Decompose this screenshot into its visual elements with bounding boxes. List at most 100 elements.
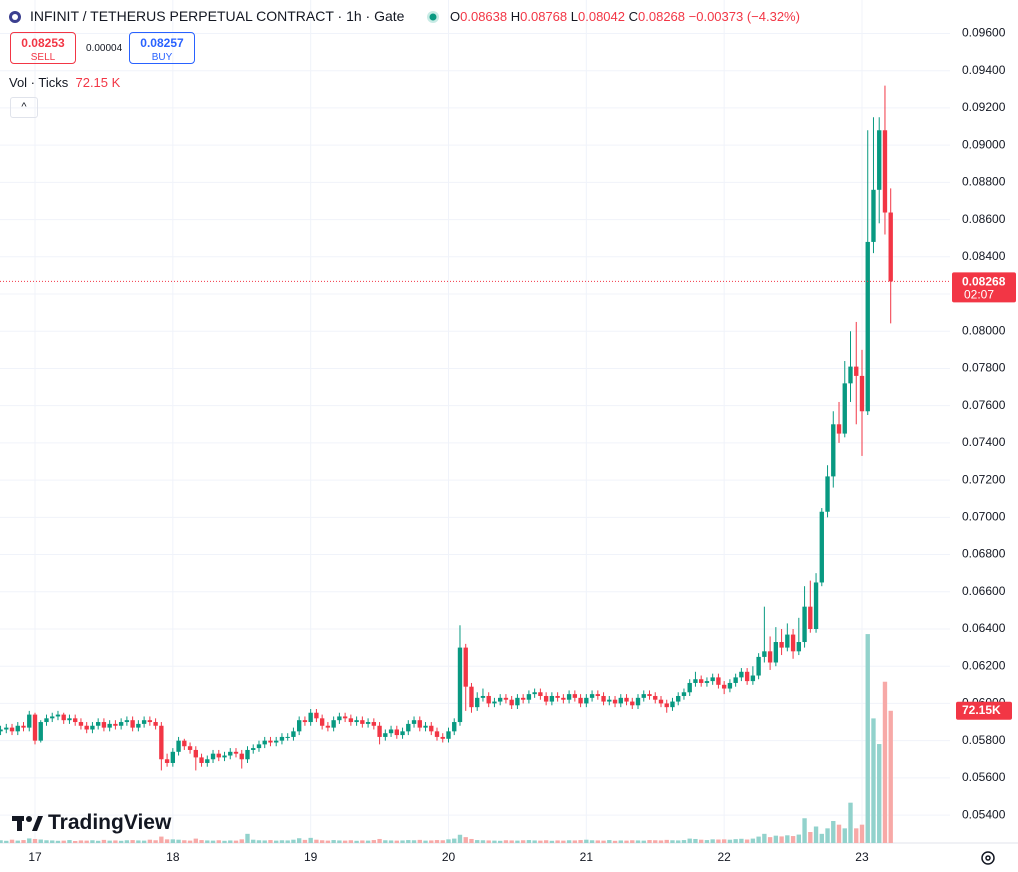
volume-bar [101,839,107,843]
volume-bar [595,840,600,843]
candle-body [55,714,61,717]
candle-body [595,694,600,696]
close-value: 0.08268 [638,9,686,24]
candle-body [831,424,836,477]
volume-bar [446,839,451,843]
volume-bar [727,839,733,843]
volume-bar [141,840,147,843]
volume-bar [268,840,273,843]
candle-body [543,695,549,702]
volume-bar [469,838,474,843]
candle-body [164,759,170,763]
candle-body [388,729,394,734]
volume-bar [406,840,411,843]
volume-bar [331,840,336,843]
candle-body [113,723,118,726]
logo-mark [12,816,43,831]
volume-bar [721,839,727,843]
candle-body [193,749,198,758]
candle-body [141,720,147,724]
candle-body [664,703,669,708]
candle-body [440,736,445,739]
candle-body [446,731,451,739]
volume-bar [670,840,675,843]
volume-bar [38,839,43,843]
candle-body [296,720,302,732]
volume-bar [193,838,198,843]
candle-body [285,736,290,738]
candle-body [480,695,486,698]
volume-bar [0,840,3,843]
y-tick-label: 0.06200 [962,658,1006,672]
volume-bar [584,839,589,843]
volume-bar [222,840,227,843]
volume-bar [744,839,750,843]
volume-bar [319,840,325,843]
candle-body [50,716,55,719]
candle-body [411,720,417,724]
candle-body [687,682,692,693]
candle-body [314,712,319,719]
open-label: O [450,9,461,24]
symbol-title[interactable]: INFINIT / TETHERUS PERPETUAL CONTRACT · … [30,8,405,24]
candle-body [210,753,216,760]
volume-bar [124,840,130,843]
candle-body [308,712,313,723]
y-tick-label: 0.07600 [962,398,1006,412]
candle-body [681,692,687,696]
candle-body [549,695,555,702]
candle-body [555,695,560,698]
candle-body [469,686,474,708]
candle-body [532,692,537,695]
volume-bar [785,835,790,843]
y-tick-label: 0.08800 [962,175,1006,189]
buy-button[interactable]: 0.08257 BUY [129,32,195,64]
candle-body [825,476,830,512]
volume-bar [819,833,824,843]
volume-bar [262,840,267,843]
volume-bar [779,836,784,843]
candle-body [331,720,336,728]
y-tick-label: 0.06400 [962,621,1006,635]
candle-body [607,699,612,702]
volume-bar [572,840,578,843]
candle-body [348,718,354,723]
volume-bar [314,839,319,843]
collapse-button[interactable]: ^ [10,97,38,118]
sell-button[interactable]: 0.08253 SELL [10,32,76,64]
volume-bar [733,839,738,843]
candle-body [515,697,520,706]
candle-body [187,746,193,750]
volume-bar [411,840,417,843]
volume-bar [578,840,583,843]
volume-bar [699,839,704,843]
candle-body [693,679,698,683]
volume-bar [360,840,365,843]
change-value: −0.00373 (−4.32%) [688,9,800,24]
candle-body [44,718,49,723]
settings-icon[interactable] [978,848,998,868]
y-tick-label: 0.06800 [962,547,1006,561]
candle-body [90,725,95,730]
volume-bar [635,840,641,843]
candle-body [601,695,606,702]
candle-body [618,697,623,704]
candle-body [78,722,84,726]
volume-bar [589,840,595,843]
volume-bar [854,828,859,843]
x-tick-label: 22 [717,850,731,864]
volume-bar [205,840,210,843]
volume-bar [21,840,26,843]
volume-bar [877,744,882,843]
candle-body [239,753,244,760]
status-dot [427,11,439,23]
volume-bar [555,840,560,843]
volume-bar [136,840,141,843]
candle-body [95,722,101,726]
candle-body [32,714,38,741]
volume-bar [78,840,84,843]
volume-bar [164,839,170,843]
price-badge [952,272,1016,303]
candle-body [319,718,325,726]
candle-body [342,716,348,719]
